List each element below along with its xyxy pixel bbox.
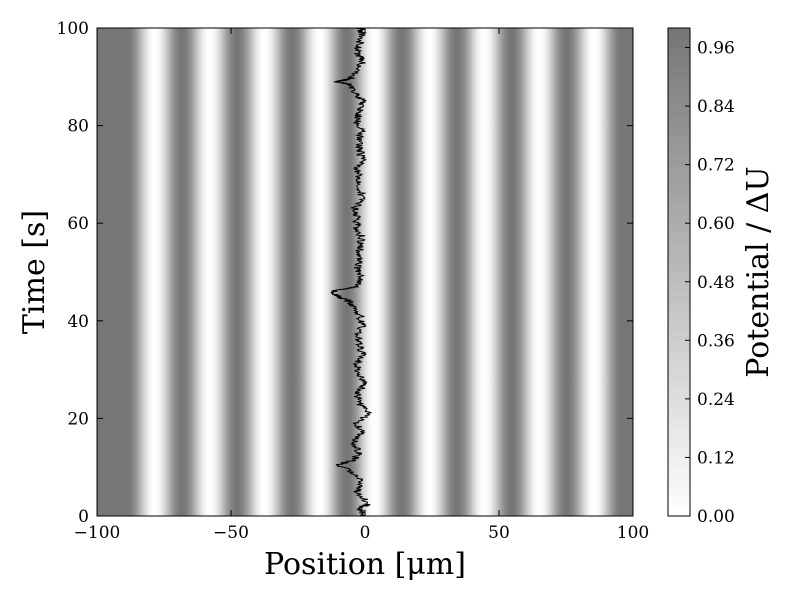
colorbar-level [668, 389, 690, 400]
colorbar-level [668, 193, 690, 205]
colorbar-level [668, 408, 690, 419]
x-tick-label: 0 [360, 523, 371, 543]
colorbar-level [668, 96, 690, 107]
trajectory-layer [330, 27, 373, 517]
colorbar-level [668, 379, 690, 390]
colorbar-level [668, 154, 690, 166]
colorbar-level [668, 213, 690, 224]
colorbar-level [668, 86, 690, 97]
colorbar-level [668, 242, 690, 253]
colorbar-level [668, 135, 690, 146]
colorbar-tick-label: 0.48 [697, 273, 735, 293]
colorbar-tick-label: 0.36 [697, 331, 735, 351]
x-tick-label: 100 [617, 523, 649, 543]
colorbar-level [668, 262, 690, 273]
colorbar-level [668, 301, 690, 312]
colorbar-level [668, 184, 690, 195]
colorbar-level [668, 320, 690, 332]
colorbar-tick-label: 0.12 [697, 448, 735, 468]
colorbar-level [668, 164, 690, 175]
colorbar-level [668, 437, 690, 449]
y-axis-label: Time [s] [17, 210, 52, 334]
colorbar-level [668, 252, 690, 263]
colorbar-level [668, 359, 690, 371]
colorbar-tick-label: 0.72 [697, 156, 735, 176]
colorbar-level [668, 145, 690, 156]
colorbar-level [668, 223, 690, 234]
colorbar-tick-label: 0.60 [697, 214, 735, 234]
colorbar-level [668, 76, 690, 88]
colorbar-level [668, 115, 690, 127]
colorbar-level [668, 457, 690, 468]
colorbar-level [668, 467, 690, 478]
colorbar-tick-label: 0.84 [697, 97, 735, 117]
colorbar-level [668, 486, 690, 497]
colorbar-level [668, 106, 690, 117]
trajectory-line [330, 27, 373, 517]
y-axis-ticks: 0 20 40 60 80 100 [57, 19, 633, 527]
colorbar-level [668, 330, 690, 341]
colorbar-level [668, 311, 690, 322]
colorbar-level [668, 203, 690, 214]
colorbar-label: Potential / ΔU [741, 166, 776, 377]
x-tick-label: −50 [213, 523, 249, 543]
colorbar-level [668, 57, 690, 68]
colorbar-level [668, 476, 690, 488]
x-tick-label: 50 [488, 523, 510, 543]
colorbar-level [668, 272, 690, 283]
colorbar-ticks: 0.00 0.12 0.24 0.36 0.48 0.60 0.72 0.84 0.96 [685, 39, 735, 527]
x-axis-label: Position [μm] [264, 547, 466, 582]
y-tick-label: 100 [57, 19, 89, 39]
colorbar-level [668, 125, 690, 136]
y-tick-label: 20 [67, 409, 89, 429]
x-tick-label: −100 [74, 523, 121, 543]
colorbar-level [668, 340, 690, 351]
colorbar-level [668, 447, 690, 458]
x-axis-ticks: −100 −50 0 50 100 [74, 28, 649, 543]
potential-heatmap [97, 28, 633, 516]
heatmap-layer [97, 28, 633, 516]
colorbar-tick-label: 0.24 [697, 390, 735, 410]
y-tick-label: 80 [67, 117, 89, 137]
colorbar-level [668, 291, 690, 302]
colorbar-level [668, 398, 690, 410]
colorbar-level [668, 281, 690, 293]
colorbar-level [668, 232, 690, 244]
colorbar [668, 28, 690, 517]
colorbar-level [668, 369, 690, 380]
y-tick-label: 0 [78, 507, 89, 527]
colorbar-level [668, 37, 690, 49]
y-tick-label: 60 [67, 214, 89, 234]
colorbar-level [668, 506, 690, 517]
colorbar-tick-label: 0.00 [697, 507, 735, 527]
colorbar-level [668, 28, 690, 39]
colorbar-level [668, 418, 690, 429]
y-tick-label: 40 [67, 312, 89, 332]
colorbar-level [668, 47, 690, 58]
colorbar-level [668, 67, 690, 78]
colorbar-level [668, 496, 690, 507]
colorbar-level [668, 350, 690, 361]
colorbar-frame [667, 27, 691, 517]
colorbar-tick-label: 0.96 [697, 39, 735, 59]
colorbar-level [668, 428, 690, 439]
colorbar-level [668, 174, 690, 185]
